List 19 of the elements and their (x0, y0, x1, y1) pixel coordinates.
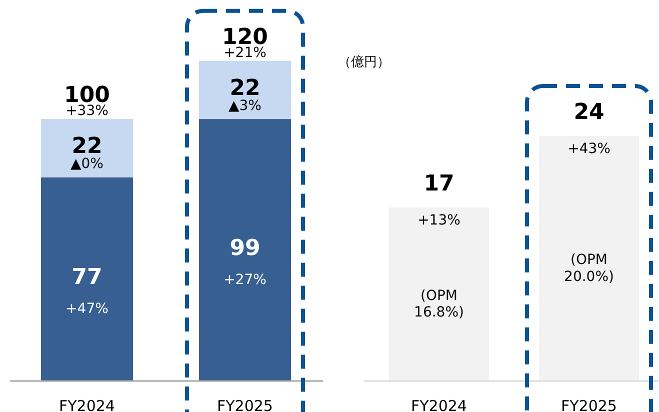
text: （億円） (338, 54, 390, 70)
annotation: +27% (224, 272, 266, 288)
data-label: 24 (574, 99, 604, 124)
annotation: +47% (66, 301, 108, 318)
x-tick-label: FY2025 (217, 397, 273, 412)
annotation: +13% (418, 212, 460, 228)
annotation: (OPM 16.8%) (414, 288, 464, 321)
data-label: 17 (424, 170, 454, 196)
data-label: 77 (72, 264, 102, 290)
annotation: (OPM 20.0%) (564, 252, 614, 285)
annotation: ▲0% (70, 156, 104, 172)
data-label: 22 (230, 75, 260, 100)
x-tick-label: FY2024 (59, 397, 115, 412)
x-tick-label: FY2025 (561, 397, 617, 412)
annotation: ▲3% (228, 98, 262, 114)
data-label: 22 (72, 134, 102, 159)
data-label: 99 (230, 236, 260, 261)
annotation: +43% (568, 140, 610, 157)
x-tick-label: FY2024 (411, 397, 467, 412)
